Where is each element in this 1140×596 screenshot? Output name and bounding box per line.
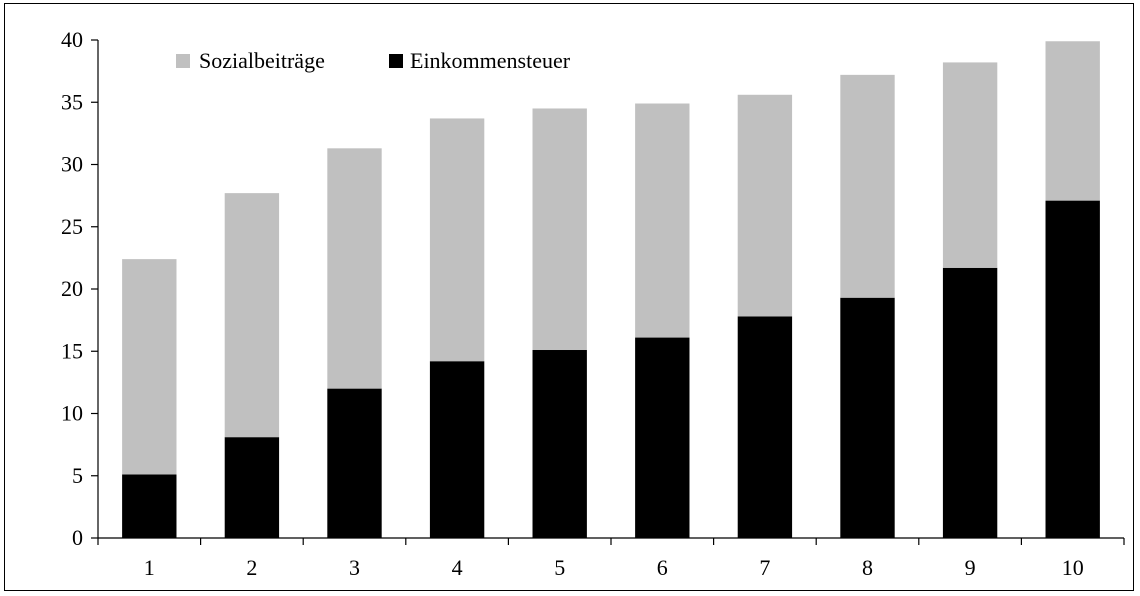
bar-sozialbeitraege-7 <box>737 94 793 317</box>
bar-sozialbeitraege-6 <box>635 103 690 338</box>
bar-einkommensteuer-1 <box>122 474 177 538</box>
bar-sozialbeitraege-3 <box>327 148 382 389</box>
y-axis: 0 5 10 15 20 25 30 35 40 <box>61 27 99 550</box>
bar-sozialbeitraege-4 <box>429 118 485 362</box>
bar-sozialbeitraege-2 <box>224 193 280 438</box>
x-tick-label: 6 <box>657 555 668 580</box>
bar-einkommensteuer-3 <box>327 388 382 538</box>
y-tick-label: 35 <box>61 89 83 114</box>
y-tick-label: 40 <box>61 27 83 52</box>
y-tick-label: 25 <box>61 214 83 239</box>
bar-sozialbeitraege-5 <box>532 108 587 351</box>
bar-einkommensteuer-10 <box>1045 200 1100 539</box>
x-tick-label: 1 <box>144 555 155 580</box>
bars <box>122 41 1100 539</box>
legend-swatch-sozialbeitraege <box>176 54 190 68</box>
x-tick-label: 7 <box>759 555 770 580</box>
x-tick-label: 2 <box>246 555 257 580</box>
x-tick-label: 4 <box>452 555 463 580</box>
bar-einkommensteuer-6 <box>635 337 690 538</box>
x-tick-label: 8 <box>862 555 873 580</box>
bar-einkommensteuer-2 <box>224 437 280 538</box>
bar-einkommensteuer-9 <box>942 267 998 538</box>
bar-einkommensteuer-8 <box>840 297 895 538</box>
legend-label-einkommensteuer: Einkommensteuer <box>410 48 571 73</box>
y-tick-label: 0 <box>72 525 83 550</box>
y-tick-label: 30 <box>61 152 83 177</box>
bar-sozialbeitraege-8 <box>840 74 895 298</box>
y-tick-label: 5 <box>72 463 83 488</box>
y-tick-label: 20 <box>61 276 83 301</box>
y-tick-label: 10 <box>61 401 83 426</box>
y-tick-label: 15 <box>61 338 83 363</box>
bar-einkommensteuer-5 <box>532 350 587 538</box>
x-axis: 1 2 3 4 5 6 7 8 9 10 <box>97 537 1125 580</box>
bar-einkommensteuer-4 <box>429 361 485 538</box>
legend-swatch-einkommensteuer <box>389 54 403 68</box>
bar-sozialbeitraege-1 <box>122 259 177 475</box>
x-tick-label: 5 <box>554 555 565 580</box>
x-tick-label: 10 <box>1062 555 1084 580</box>
bar-sozialbeitraege-9 <box>942 62 998 268</box>
x-tick-label: 3 <box>349 555 360 580</box>
x-tick-label: 9 <box>965 555 976 580</box>
bar-einkommensteuer-7 <box>737 316 793 538</box>
bar-sozialbeitraege-10 <box>1045 41 1100 201</box>
legend-label-sozialbeitraege: Sozialbeiträge <box>199 48 325 73</box>
legend: Sozialbeiträge Einkommensteuer <box>176 48 571 73</box>
